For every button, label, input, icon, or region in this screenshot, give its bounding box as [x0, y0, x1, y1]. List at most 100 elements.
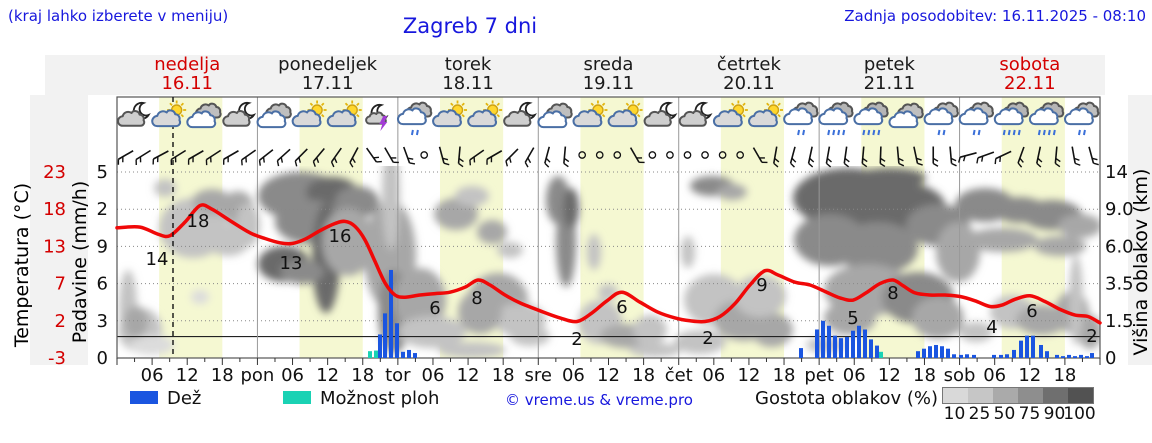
cloud-height-tick: 0 [1105, 348, 1116, 369]
rain-bar [972, 354, 976, 358]
weather-icon-moon-cloud [503, 101, 537, 127]
calm-wind-icon [595, 151, 604, 159]
wind-barb-icon [896, 146, 905, 167]
weather-icon-moon-storm [365, 103, 389, 131]
wind-barb-icon [1088, 146, 1099, 166]
density-tick-label: 50 [993, 404, 1016, 424]
density-step [968, 388, 993, 403]
rain-bar [1090, 353, 1094, 358]
density-tick-label: 25 [968, 404, 991, 424]
wind-barb-icon [789, 146, 797, 168]
cloud-blob [751, 313, 793, 347]
hour-tick-label: 18 [913, 365, 936, 386]
rain-bar [1079, 354, 1083, 358]
rain-bar [827, 325, 831, 358]
hour-tick-label: 18 [773, 365, 796, 386]
weather-icon-sun-cloud [432, 100, 468, 128]
cloud-blob [130, 335, 174, 355]
wind-barb-icon [170, 149, 187, 166]
wind-barb-icon [152, 150, 169, 165]
temperature-value: 9 [756, 275, 767, 296]
temperature-value: 2 [571, 329, 582, 350]
cloud-blob [438, 342, 506, 358]
cloud-blob [734, 275, 786, 317]
hour-tick-label: 18 [492, 365, 515, 386]
hour-tick-label: 06 [562, 365, 585, 386]
day-header-nedelja: nedelja 16.11 [117, 55, 257, 93]
weather-icon-sun-cloud [291, 100, 327, 128]
temperature-value: 6 [616, 297, 627, 318]
density-tick-label: 90 [1043, 404, 1066, 424]
temp-tick: 2 [55, 311, 66, 332]
wind-barbs-row [117, 146, 1099, 168]
rain-bar [869, 339, 873, 358]
wind-barb-icon [825, 146, 832, 168]
hour-tick-label: 12 [737, 365, 760, 386]
day-date: 21.11 [863, 73, 916, 94]
credit-link[interactable]: © vreme.us & vreme.pro [505, 391, 693, 409]
weather-icon-cloud-drizzle [958, 101, 994, 136]
wind-barb-icon [135, 149, 151, 166]
weather-icon-moon-cloud [116, 101, 151, 127]
temp-tick: -3 [48, 348, 66, 369]
density-step [1043, 388, 1068, 403]
rain-bar [799, 348, 803, 358]
calm-wind-icon [718, 151, 727, 159]
cloud-blob [824, 301, 876, 335]
shower-bar [368, 351, 372, 358]
wind-barb-icon [524, 147, 535, 168]
temp-tick: 13 [43, 236, 66, 257]
shower-bar [374, 350, 378, 358]
calm-wind-icon [701, 151, 709, 159]
rain-bar [395, 323, 399, 358]
weather-icon-sun-cloud [572, 100, 608, 128]
cloud-blob [382, 166, 400, 250]
cloud-blob [497, 242, 523, 258]
hour-tick-label: 06 [281, 365, 304, 386]
day-header-ponedeljek: ponedeljek 17.11 [257, 55, 397, 93]
temperature-value: 8 [471, 288, 482, 309]
rain-bar [845, 336, 849, 358]
cloud-blob [1034, 236, 1086, 256]
cloud-blob [912, 297, 964, 339]
hour-tick-label: 06 [843, 365, 866, 386]
wind-barb-icon [1017, 146, 1025, 168]
day-abbr-label: pon [240, 365, 274, 386]
temp-tick: 23 [43, 162, 66, 183]
calm-wind-icon [648, 151, 657, 159]
temperature-value-labels: 14 18 13 16 6 8 2 6 2 9 5 8 4 6 2 [146, 211, 1098, 350]
rain-bar [413, 353, 417, 358]
shower-legend-swatch [283, 391, 311, 404]
wind-barb-icon [457, 146, 464, 168]
wind-barb-icon [976, 151, 995, 164]
weather-icon-moon-cloud [678, 101, 713, 127]
rain-bar [1061, 356, 1065, 358]
hour-tick-label: 12 [316, 365, 339, 386]
rain-bar [1031, 335, 1035, 358]
hour-tick-label: 06 [983, 365, 1006, 386]
weather-icon-sun-cloud [151, 100, 187, 128]
rain-bar [389, 269, 393, 358]
shower-bar [879, 351, 883, 358]
day-header-sobota: sobota 22.11 [960, 55, 1100, 93]
day-abbr-label: tor [385, 365, 411, 386]
day-name: torek [444, 54, 492, 75]
wind-barb-icon [505, 148, 519, 167]
wind-barb-icon [187, 150, 204, 165]
precip-tick: 9 [97, 236, 108, 257]
wind-barb-icon [1054, 146, 1061, 168]
temperature-value: 14 [146, 249, 169, 270]
rain-bar [1019, 340, 1023, 358]
cloud-height-tick: 9.0 [1105, 199, 1134, 220]
day-header-sreda: sreda 19.11 [538, 55, 678, 93]
day-abbr-label: čet [665, 365, 693, 386]
weather-icon-clouds [256, 102, 292, 129]
rain-bar [1085, 356, 1089, 358]
hour-tick-label: 06 [702, 365, 725, 386]
weather-icon-sun-cloud [712, 100, 748, 128]
temp-tick: 7 [55, 274, 66, 295]
rain-bar [992, 354, 996, 358]
precip-tick: 6 [97, 274, 108, 295]
